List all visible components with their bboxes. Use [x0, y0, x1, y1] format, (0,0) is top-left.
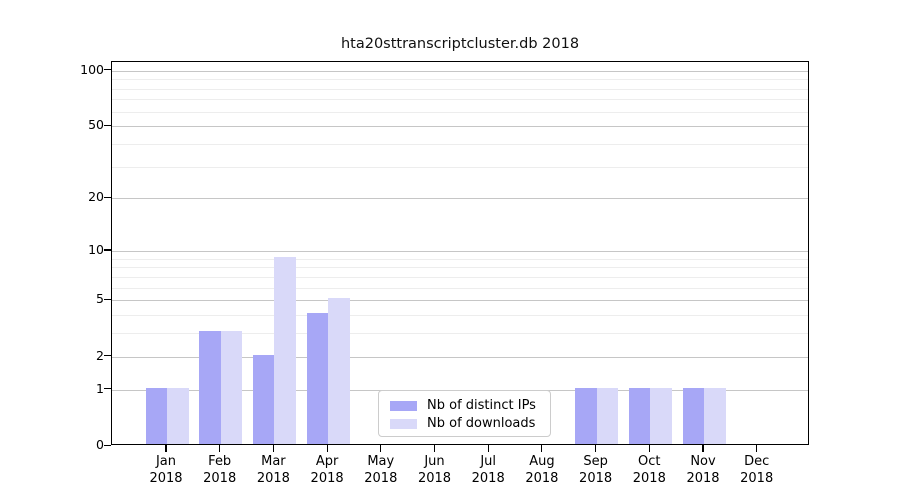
y-tick-mark-2 — [104, 355, 111, 357]
bar-downloads-oct — [650, 387, 672, 444]
bar-ips-mar — [252, 354, 275, 444]
y-tick-label-2: 2 — [96, 347, 104, 363]
x-tick-mark-dec — [756, 445, 758, 452]
x-tick-label-may: May 2018 — [364, 454, 398, 486]
bar-ips-apr — [306, 313, 329, 444]
legend: Nb of distinct IPs Nb of downloads — [378, 390, 551, 437]
x-tick-label-mar: Mar 2018 — [256, 454, 290, 486]
y-tick-label-50: 50 — [88, 117, 104, 133]
bar-ips-jan — [145, 387, 167, 444]
x-tick-label-jan: Jan 2018 — [149, 454, 183, 486]
gridline-90 — [112, 79, 808, 81]
y-tick-mark-100 — [104, 69, 111, 71]
y-tick-mark-0 — [104, 444, 111, 446]
gridline-10 — [112, 250, 808, 252]
x-tick-mark-sep — [595, 445, 597, 452]
legend-item-downloads: Nb of downloads — [390, 415, 550, 433]
x-tick-mark-may — [380, 445, 382, 452]
gridline-20 — [112, 198, 808, 200]
y-tick-mark-1 — [104, 388, 111, 390]
y-tick-mark-10 — [104, 249, 111, 251]
gridline-7 — [112, 276, 808, 278]
gridline-40 — [112, 143, 808, 145]
y-tick-label-10: 10 — [88, 241, 104, 257]
bar-downloads-mar — [274, 256, 296, 444]
bar-ips-nov — [682, 387, 704, 444]
legend-item-distinct-ips: Nb of distinct IPs — [390, 397, 550, 415]
bar-downloads-jan — [167, 387, 189, 444]
gridline-3 — [112, 333, 808, 335]
x-tick-mark-jun — [433, 445, 436, 452]
x-tick-label-oct: Oct 2018 — [632, 454, 666, 486]
y-tick-label-0: 0 — [96, 437, 104, 452]
downloads-color-swatch — [390, 419, 417, 429]
legend-label: Nb of downloads — [427, 416, 536, 431]
gridline-2 — [112, 356, 808, 358]
gridline-100 — [112, 70, 808, 72]
gridline-80 — [112, 88, 808, 90]
x-tick-mark-nov — [702, 445, 704, 452]
plot-area — [111, 61, 809, 445]
x-tick-label-jul: Jul 2018 — [471, 454, 505, 486]
y-tick-label-5: 5 — [96, 291, 104, 307]
gridline-4 — [112, 315, 808, 317]
gridline-60 — [112, 111, 808, 113]
bar-ips-sep — [575, 387, 597, 444]
bar-ips-feb — [199, 331, 221, 444]
x-tick-label-apr: Apr 2018 — [310, 454, 344, 486]
gridline-5 — [112, 300, 808, 302]
y-tick-label-100: 100 — [80, 61, 104, 77]
bar-downloads-feb — [220, 331, 243, 444]
gridline-8 — [112, 267, 808, 269]
x-tick-label-feb: Feb 2018 — [203, 454, 237, 486]
bar-downloads-nov — [704, 387, 726, 444]
x-tick-label-aug: Aug 2018 — [525, 454, 559, 486]
x-tick-label-sep: Sep 2018 — [579, 454, 613, 486]
gridline-50 — [112, 126, 808, 128]
x-tick-mark-feb — [219, 445, 221, 452]
x-tick-mark-jan — [165, 445, 167, 452]
gridline-30 — [112, 166, 808, 168]
x-tick-label-jun: Jun 2018 — [417, 454, 452, 486]
x-tick-mark-jul — [487, 445, 489, 452]
x-tick-mark-oct — [648, 445, 650, 452]
gridline-70 — [112, 99, 808, 101]
x-tick-mark-mar — [272, 445, 274, 452]
gridline-6 — [112, 287, 808, 289]
legend-label: Nb of distinct IPs — [427, 398, 536, 413]
y-tick-mark-20 — [104, 196, 111, 199]
y-tick-mark-50 — [104, 124, 111, 126]
y-tick-label-1: 1 — [96, 380, 104, 396]
ips-color-swatch — [390, 401, 417, 411]
y-tick-label-20: 20 — [88, 189, 104, 205]
chart-title: hta20sttranscriptcluster.db 2018 — [340, 36, 580, 52]
x-tick-mark-apr — [326, 445, 328, 452]
x-tick-mark-aug — [541, 445, 543, 452]
x-tick-label-nov: Nov 2018 — [686, 454, 720, 486]
bar-downloads-apr — [328, 298, 350, 444]
bar-downloads-sep — [596, 387, 619, 444]
gridline-9 — [112, 258, 808, 260]
bar-ips-oct — [628, 387, 651, 444]
x-tick-label-dec: Dec 2018 — [740, 454, 774, 486]
y-tick-mark-5 — [104, 298, 111, 300]
